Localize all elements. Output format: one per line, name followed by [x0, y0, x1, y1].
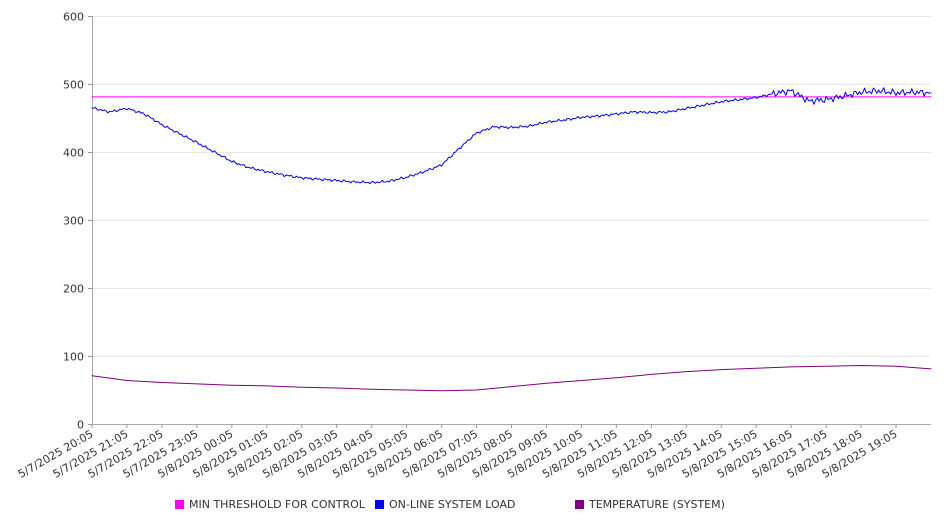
- legend-item-system-load[interactable]: ON-LINE SYSTEM LOAD: [375, 498, 515, 511]
- legend-label-temperature: TEMPERATURE (SYSTEM): [589, 498, 725, 511]
- legend-item-min-threshold[interactable]: MIN THRESHOLD FOR CONTROL: [175, 498, 365, 511]
- y-tick-label: 400: [63, 147, 84, 160]
- legend-label-min-threshold: MIN THRESHOLD FOR CONTROL: [189, 498, 365, 511]
- legend-item-temperature[interactable]: TEMPERATURE (SYSTEM): [575, 498, 725, 511]
- grid-lines: [92, 16, 931, 357]
- y-tick-label: 300: [63, 215, 84, 228]
- chart-legend: MIN THRESHOLD FOR CONTROL ON-LINE SYSTEM…: [0, 498, 946, 514]
- series-lines: [91, 87, 932, 392]
- y-tick-labels: 0 100 200 300 400 500 600: [63, 11, 84, 432]
- y-tick-label: 100: [63, 351, 84, 364]
- legend-label-system-load: ON-LINE SYSTEM LOAD: [389, 498, 516, 511]
- legend-swatch-system-load: [375, 500, 384, 509]
- legend-swatch-min-threshold: [175, 500, 184, 509]
- x-tick-labels: 5/7/2025 20:055/7/2025 21:055/7/2025 22:…: [16, 427, 900, 481]
- y-tick-label: 600: [63, 11, 84, 24]
- y-tick-label: 200: [63, 283, 84, 296]
- y-tick-label: 0: [77, 419, 84, 432]
- y-tick-label: 500: [63, 79, 84, 92]
- axes: [88, 16, 931, 428]
- series-line-2[interactable]: [91, 365, 932, 392]
- legend-swatch-temperature: [575, 500, 584, 509]
- series-line-1[interactable]: [91, 87, 932, 185]
